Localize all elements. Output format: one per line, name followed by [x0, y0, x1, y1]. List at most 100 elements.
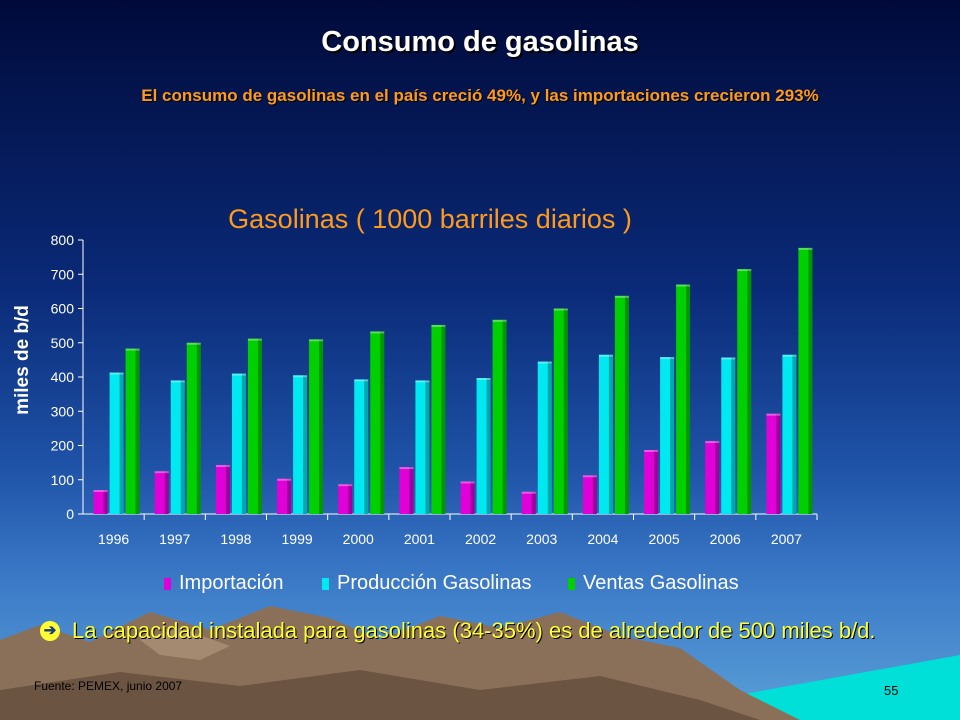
bar-top	[492, 319, 507, 322]
bar-top	[705, 441, 720, 444]
bar-face	[354, 379, 369, 514]
bar-side	[119, 372, 124, 514]
bar-side	[196, 342, 201, 514]
x-tick-label: 2001	[404, 531, 435, 547]
bar-face	[186, 342, 201, 514]
bar-ventas-2001	[431, 324, 446, 514]
x-tick-label: 2007	[771, 531, 802, 547]
x-tick-label: 2004	[587, 531, 618, 547]
bar-face	[705, 441, 720, 514]
bar-side	[441, 324, 446, 514]
bar-top	[309, 339, 324, 342]
bar-producción-2000	[354, 379, 369, 514]
x-tick-label: 2000	[343, 531, 374, 547]
y-axis-label-box: miles de b/d	[8, 300, 38, 420]
bar-top	[476, 378, 491, 381]
bar-side	[654, 449, 659, 514]
bar-side	[776, 413, 781, 514]
bar-face	[293, 375, 308, 514]
bar-face	[109, 372, 124, 514]
y-tick-label: 800	[51, 232, 75, 248]
bar-face	[598, 354, 613, 514]
bar-side	[225, 465, 230, 514]
bar-side	[792, 354, 797, 514]
bar-face	[798, 247, 813, 514]
bar-producción-1999	[293, 375, 308, 514]
legend-item-ventas: Ventas Gasolinas	[568, 572, 739, 595]
bar-producción-2006	[721, 357, 736, 514]
bar-side	[303, 375, 308, 514]
bar-side	[103, 490, 108, 514]
bar-side	[563, 308, 568, 514]
bar-producción-2004	[598, 354, 613, 514]
mountain-highlight	[140, 628, 230, 660]
chart-title: Gasolinas ( 1000 barriles diarios )	[228, 204, 632, 234]
bar-side	[470, 481, 475, 514]
bar-side	[257, 338, 262, 514]
bar-ventas-2007	[798, 247, 813, 514]
bar-top	[170, 380, 185, 383]
bar-face	[431, 324, 446, 514]
bar-face	[782, 354, 797, 514]
y-tick-label: 600	[51, 301, 75, 317]
bullet-point: ➔ La capacidad instalada para gasolinas …	[40, 618, 940, 644]
bar-top	[125, 348, 140, 351]
bar-side	[425, 380, 430, 514]
slide-subtitle: El consumo de gasolinas en el país creci…	[141, 86, 819, 105]
bar-producción-2002	[476, 378, 491, 514]
bar-top	[338, 484, 353, 487]
x-tick-label: 2002	[465, 531, 496, 547]
bar-top	[798, 247, 813, 250]
bar-top	[399, 467, 414, 470]
source-note: Fuente: PEMEX, junio 2007	[34, 679, 183, 693]
bar-top	[598, 354, 613, 357]
chart-axes: 0 100 200 300 400 500 600 700 800 1996 1997 1998 199…	[51, 232, 818, 547]
bar-face	[170, 380, 185, 514]
legend-item-importacion: Importación	[164, 572, 284, 595]
legend-label-ventas: Ventas Gasolinas	[583, 572, 739, 594]
chart-bars	[93, 247, 813, 514]
bar-producción-1996	[109, 372, 124, 514]
x-tick-label: 2003	[526, 531, 557, 547]
bar-producción-2003	[537, 361, 552, 514]
bar-top	[766, 413, 781, 416]
bar-ventas-2004	[614, 295, 629, 514]
mountain-shadow	[0, 670, 760, 720]
x-tick-label: 1997	[159, 531, 190, 547]
bar-top	[293, 375, 308, 378]
bar-side	[670, 357, 675, 514]
bar-top	[370, 331, 385, 334]
bar-side	[409, 467, 414, 514]
bar-top	[737, 269, 752, 272]
chart-legend: Importación Producción Gasolinas Ventas …	[160, 572, 840, 600]
bar-top	[231, 373, 246, 376]
y-tick-label: 400	[51, 369, 75, 385]
bar-face	[737, 269, 752, 514]
bar-side	[608, 354, 613, 514]
bar-side	[241, 373, 246, 514]
bar-side	[624, 295, 629, 514]
bar-face	[537, 361, 552, 514]
bar-face	[125, 348, 140, 514]
bar-top	[247, 338, 262, 341]
bar-face	[399, 467, 414, 514]
bar-side	[164, 471, 169, 514]
y-tick-label: 700	[51, 266, 75, 282]
bar-face	[93, 490, 108, 514]
legend-swatch-ventas	[568, 577, 575, 590]
bar-producción-1997	[170, 380, 185, 514]
bar-importación-2002	[460, 481, 475, 514]
bar-face	[553, 308, 568, 514]
bar-importación-1996	[93, 490, 108, 514]
bar-ventas-1996	[125, 348, 140, 514]
bar-face	[721, 357, 736, 514]
bar-top	[186, 342, 201, 345]
bar-top	[354, 379, 369, 382]
bar-top	[676, 284, 691, 287]
bar-ventas-2006	[737, 269, 752, 514]
bar-producción-2005	[660, 357, 675, 514]
bar-top	[782, 354, 797, 357]
bar-side	[686, 284, 691, 514]
